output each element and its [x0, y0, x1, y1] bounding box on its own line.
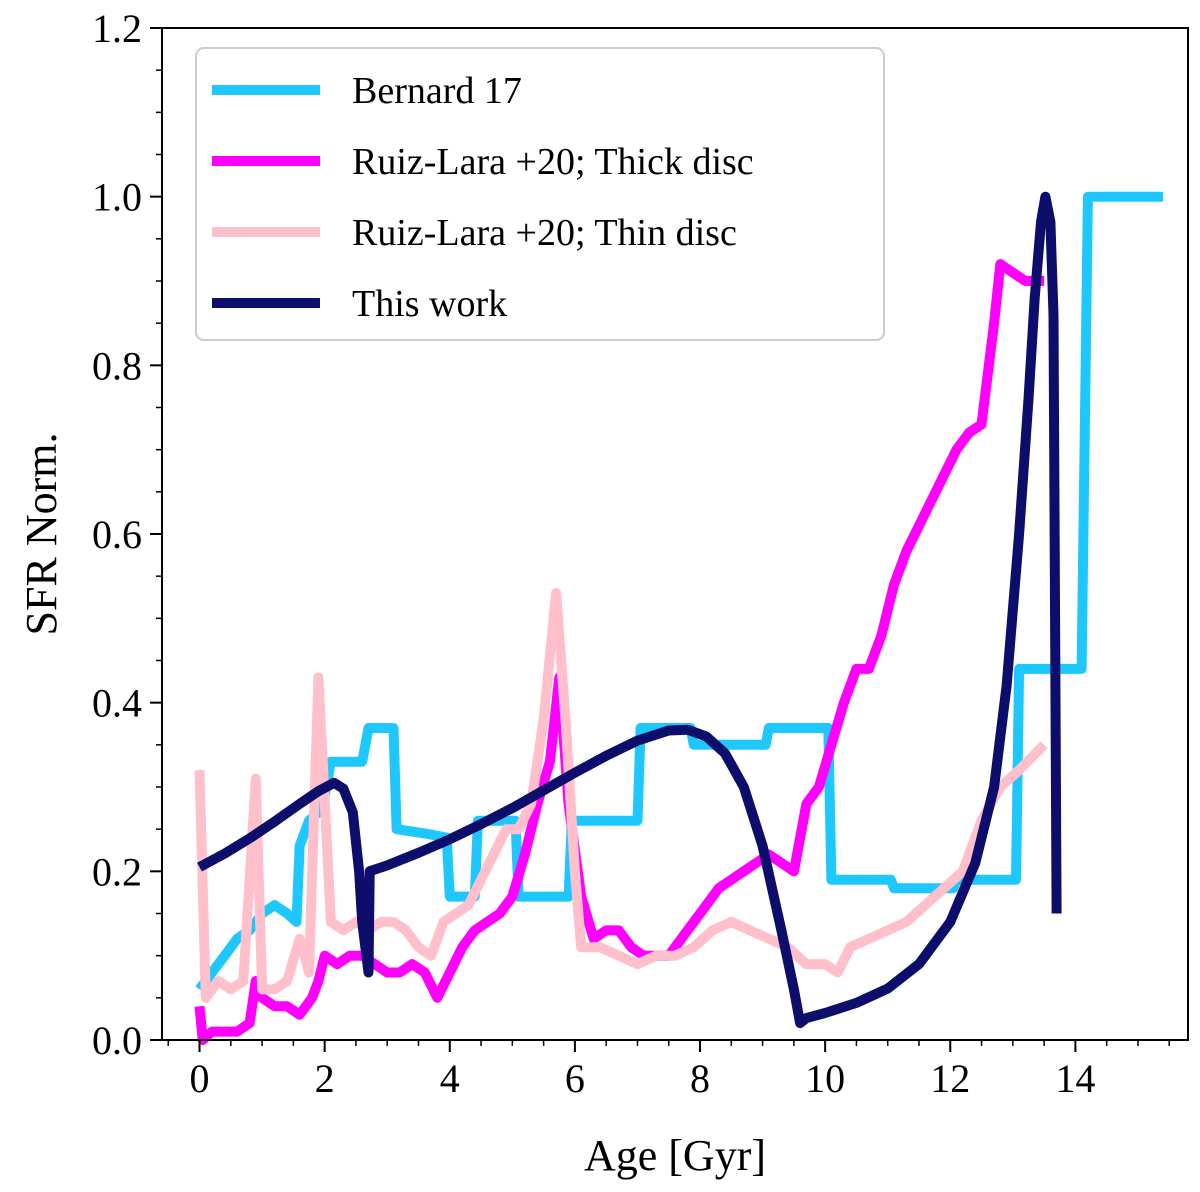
legend-label: Bernard 17 — [352, 70, 522, 112]
x-tick-label: 8 — [690, 1056, 710, 1101]
legend-label: Ruiz-Lara +20; Thick disc — [352, 141, 754, 183]
series-line-ruiz-lara-20-thin-disc — [194, 588, 1048, 1003]
y-tick-label: 0.6 — [92, 512, 142, 557]
legend-label: Ruiz-Lara +20; Thin disc — [352, 212, 737, 254]
y-axis-label: SFR Norm. — [17, 433, 66, 636]
x-tick-label: 2 — [315, 1056, 335, 1101]
series-layer — [194, 191, 1163, 1045]
y-tick-label: 0.4 — [92, 681, 142, 726]
x-tick-label: 4 — [440, 1056, 460, 1101]
x-axis-label: Age [Gyr] — [584, 1131, 766, 1180]
x-tick-label: 14 — [1055, 1056, 1095, 1101]
x-tick-label: 10 — [805, 1056, 845, 1101]
legend-box — [195, 47, 885, 341]
series-line-ruiz-lara-20-thick-disc — [194, 259, 1045, 1045]
y-tick-label: 1.2 — [92, 6, 142, 51]
axes-layer: 0 2 4 6 8 10 12 14 0.0 0.2 0.4 0.6 0.8 1.0 1.2 — [92, 6, 1170, 1101]
x-tick-label: 12 — [930, 1056, 970, 1101]
y-tick-label: 1.0 — [92, 175, 142, 220]
series-line-bernard-17 — [195, 191, 1163, 993]
y-tick-label: 0.2 — [92, 849, 142, 894]
y-tick-label: 0.8 — [92, 343, 142, 388]
x-tick-label: 6 — [565, 1056, 585, 1101]
y-tick-label: 0.0 — [92, 1018, 142, 1063]
legend: Bernard 17 Ruiz-Lara +20; Thick disc Ruiz-… — [195, 47, 885, 341]
legend-label: This work — [352, 283, 507, 325]
x-tick-label: 0 — [190, 1056, 210, 1101]
series-line-this-work — [197, 191, 1062, 1029]
